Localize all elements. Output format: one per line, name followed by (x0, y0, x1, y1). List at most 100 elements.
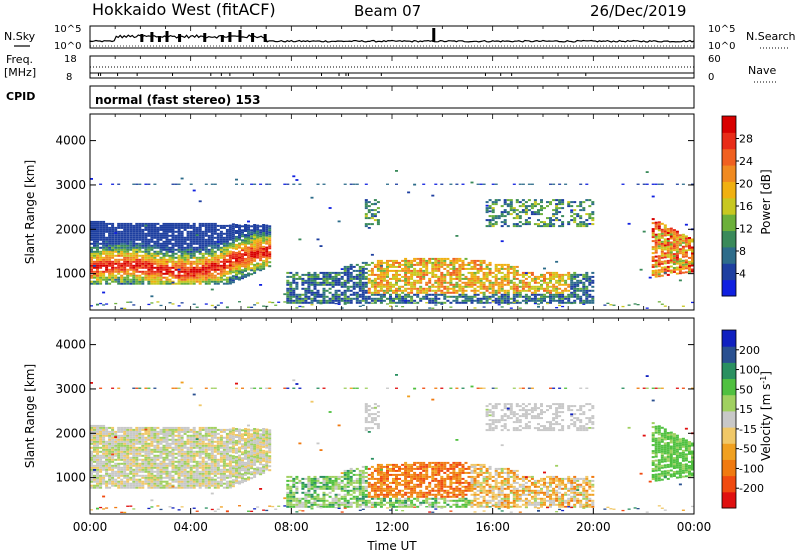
power-cell (183, 246, 187, 249)
power-cell (404, 299, 408, 302)
velocity-cell (195, 436, 199, 439)
power-cell (144, 236, 148, 239)
power-cell (521, 223, 525, 226)
power-cell (150, 224, 154, 227)
power-cell (219, 264, 223, 267)
velocity-cell (147, 507, 151, 510)
power-cell (558, 281, 562, 284)
power-cell (147, 238, 151, 241)
power-cell (96, 303, 99, 306)
power-cell (168, 268, 172, 271)
power-cell (440, 257, 444, 260)
power-cell (222, 272, 226, 275)
velocity-cell (111, 472, 115, 475)
power-cell (210, 234, 214, 237)
velocity-cell (171, 460, 175, 463)
power-cell (533, 205, 537, 208)
power-cell (322, 289, 326, 292)
power-cell (150, 272, 154, 275)
power-cell (558, 283, 562, 286)
power-cell (253, 255, 257, 258)
velocity-cell (117, 466, 121, 469)
power-cell (663, 228, 667, 231)
power-cell (500, 293, 504, 296)
velocity-cell (156, 476, 160, 479)
power-cell (117, 224, 121, 227)
power-cell (250, 243, 254, 246)
power-cell (120, 280, 124, 283)
power-cell (524, 207, 528, 210)
velocity-cell (165, 450, 169, 453)
power-cell (322, 301, 326, 304)
power-cell (389, 277, 392, 280)
power-cell (681, 259, 685, 262)
power-cell (262, 228, 266, 230)
power-cell (153, 222, 157, 225)
power-cell (111, 234, 115, 237)
power-cell (591, 275, 595, 278)
power-cell (228, 234, 232, 237)
power-cell (201, 272, 205, 275)
power-cell (90, 236, 93, 239)
power-cell (654, 255, 658, 258)
velocity-cell (186, 430, 190, 433)
power-y-tick-label: 1000 (55, 267, 86, 281)
power-cell (657, 225, 661, 228)
power-cell (533, 293, 537, 296)
power-cell (135, 280, 139, 283)
power-cell (102, 240, 106, 243)
power-cell (449, 271, 453, 274)
power-cell (189, 262, 193, 265)
velocity-cell (108, 482, 112, 485)
velocity-cell (156, 434, 160, 437)
power-cell (386, 285, 389, 288)
power-cell (488, 225, 492, 228)
power-cell (573, 271, 577, 274)
power-cell (558, 299, 562, 302)
power-cell (352, 287, 356, 290)
power-cell (533, 302, 537, 305)
power-cell (150, 252, 154, 255)
velocity-cell (168, 476, 172, 479)
power-cell (262, 249, 266, 252)
power-cell (156, 228, 160, 231)
power-cell (265, 226, 269, 229)
power-cell (262, 226, 266, 228)
velocity-cell (111, 434, 115, 437)
power-cell (150, 240, 154, 243)
power-cell (111, 240, 115, 243)
power-cell (319, 295, 323, 298)
power-cell (147, 246, 151, 249)
power-cell (663, 262, 667, 265)
power-cell (192, 254, 196, 257)
power-cell (488, 291, 492, 294)
velocity-cell (99, 426, 103, 429)
power-cell (370, 209, 374, 212)
velocity-cell (147, 450, 151, 453)
velocity-cell (111, 387, 115, 389)
power-cell (96, 250, 99, 253)
power-cell (576, 285, 580, 287)
power-cell (491, 283, 495, 286)
power-cell (443, 263, 447, 266)
power-cell (204, 258, 208, 261)
velocity-cell (201, 460, 205, 463)
power-cell (156, 254, 160, 257)
power-cell (355, 275, 359, 278)
power-cell (389, 259, 392, 262)
power-cell (681, 271, 685, 274)
power-cell (135, 242, 139, 245)
power-cell (461, 273, 465, 276)
power-cell (225, 252, 229, 255)
power-cell (482, 301, 486, 304)
power-y-tick-label: 2000 (55, 222, 86, 236)
power-cell (422, 287, 426, 290)
power-cell (177, 282, 181, 285)
power-cell (482, 261, 486, 264)
power-cell (582, 281, 586, 284)
power-cell (225, 264, 229, 267)
power-cell (147, 222, 151, 225)
velocity-cell (144, 426, 148, 429)
power-cell (382, 279, 386, 282)
power-cell (688, 237, 691, 239)
